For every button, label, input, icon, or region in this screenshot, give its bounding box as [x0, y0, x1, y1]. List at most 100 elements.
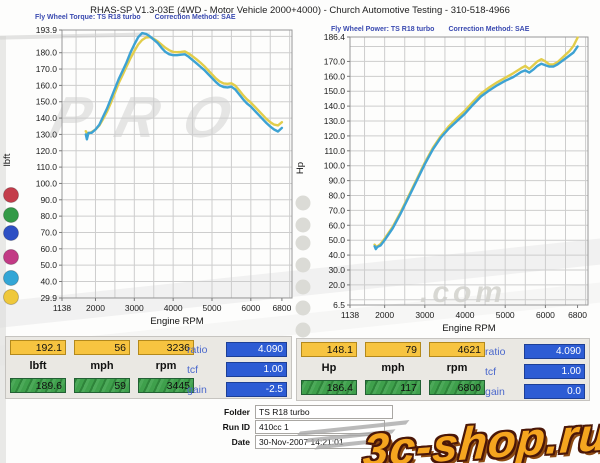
y-tick-label: 100.0 — [324, 161, 346, 171]
folder-value: TS R18 turbo — [255, 404, 393, 419]
y-tick-label: 60.0 — [328, 220, 345, 230]
y-tick-label: 40.0 — [40, 276, 57, 286]
y-tick-label: 70.0 — [328, 205, 345, 215]
current-torque-value: 189.6 — [10, 378, 66, 393]
torque-correction-label: Correction Method: SAE — [154, 14, 236, 21]
x-tick-label: 3000 — [125, 303, 144, 313]
y-tick-label: 80.0 — [40, 211, 57, 221]
torque-chart: 193.9 180.0 170.0 160.0 150.0 140.0 130.0 120.0… — [2, 25, 293, 327]
legend-dot — [3, 249, 19, 265]
date-label: Date — [231, 436, 250, 447]
legend-dot-disabled — [295, 279, 311, 295]
y-tick-label: 70.0 — [40, 227, 57, 237]
y-tick-label: 50.0 — [328, 235, 345, 245]
x-tick-label: 4000 — [456, 310, 475, 320]
series-run-1-power — [373, 45, 579, 251]
x-tick-label: 2000 — [86, 303, 105, 313]
legend-dot-disabled — [295, 300, 311, 316]
y-tick-label: 150.0 — [36, 97, 58, 107]
x-tick-label: 1138 — [341, 310, 360, 320]
series-run-2-torque — [84, 35, 284, 136]
y-tick-label: 50.0 — [40, 260, 57, 270]
y-tick-label: 90.0 — [328, 176, 345, 186]
series-run-1-torque — [84, 31, 284, 141]
gain-label: gain — [187, 383, 207, 396]
peak-torque-value: 192.1 — [10, 340, 66, 355]
y-tick-label: 140.0 — [324, 101, 346, 111]
current-mph-value: 117 — [365, 380, 421, 395]
legend-dot — [3, 225, 19, 241]
plot-border — [61, 29, 293, 299]
torque-unit-label: lbft — [29, 360, 47, 372]
legend-dot — [3, 207, 19, 223]
x-tick-label: 6800 — [568, 310, 587, 320]
torque-column: 192.1 lbft 189.6 — [10, 340, 66, 393]
rpm-unit-label: rpm — [446, 362, 468, 374]
y-tick-label: 110.0 — [36, 162, 57, 172]
run-id-label: Run ID — [222, 421, 250, 432]
folder-label: Folder — [224, 406, 250, 417]
peak-mph-value: 56 — [74, 340, 130, 355]
x-tick-label: 6800 — [272, 303, 291, 313]
gain-value: -2.5 — [226, 382, 287, 397]
rpm-column: 4621 rpm 6800 — [429, 342, 485, 395]
y-tick-label: 193.9 — [36, 25, 58, 35]
y-tick-label: 170.0 — [36, 64, 58, 74]
y-tick-label: 150.0 — [324, 86, 346, 96]
y-tick-label: 160.0 — [324, 71, 346, 81]
ratio-label: ratio — [485, 345, 506, 358]
scan-edge-left — [0, 36, 6, 463]
y-tick-label: 20.0 — [328, 280, 345, 290]
tcf-row: tcf 1.00 — [485, 364, 585, 379]
ratio-row: ratio 4.090 — [485, 344, 585, 359]
gain-value: 0.0 — [524, 384, 585, 399]
power-chart-header: Fly Wheel Power: TS R18 turbo Correction … — [331, 26, 529, 33]
x-axis-title: Engine RPM — [150, 316, 203, 327]
x-tick-label: 5000 — [203, 303, 222, 313]
x-tick-label: 1138 — [53, 303, 72, 313]
peak-mph-value: 79 — [365, 342, 421, 357]
y-axis-title: Hp — [295, 162, 306, 174]
y-tick-label: 160.0 — [36, 80, 58, 90]
grid — [350, 37, 588, 305]
current-rpm-value: 3445 — [138, 378, 194, 393]
tcf-label: tcf — [485, 365, 497, 378]
y-tick-label: 186.4 — [324, 32, 346, 42]
legend-dot-disabled — [295, 195, 311, 211]
speed-column: 56 mph 59 — [74, 340, 130, 393]
rpm-unit-label: rpm — [155, 360, 177, 372]
current-mph-value: 59 — [74, 378, 130, 393]
x-tick-label: 6000 — [241, 303, 260, 313]
y-axis-title: lbft — [2, 153, 13, 166]
y-tick-label: 110.0 — [324, 146, 345, 156]
x-tick-label: 3000 — [415, 310, 434, 320]
tcf-value: 1.00 — [226, 362, 287, 377]
current-rpm-value: 6800 — [429, 380, 485, 395]
ratio-value: 4.090 — [524, 344, 585, 359]
power-correction-label: Correction Method: SAE — [448, 26, 530, 33]
y-tick-label: 120.0 — [36, 146, 58, 156]
y-tick-label: 6.5 — [333, 300, 345, 310]
x-axis-title: Engine RPM — [442, 323, 495, 334]
peak-hp-value: 148.1 — [301, 342, 357, 357]
hp-unit-label: Hp — [321, 362, 337, 374]
folder-row: Folder TS R18 turbo — [175, 404, 393, 419]
gain-row: gain 0.0 — [485, 384, 585, 399]
y-tick-label: 80.0 — [328, 191, 345, 201]
y-tick-label: 100.0 — [36, 178, 58, 188]
speed-column: 79 mph 117 — [365, 342, 421, 395]
ratio-row: ratio 4.090 — [187, 342, 287, 357]
power-column: 148.1 Hp 186.4 — [301, 342, 357, 395]
y-tick-label: 180.0 — [36, 48, 58, 58]
legend-dot-disabled — [295, 257, 311, 273]
y-tick-label: 29.9 — [40, 293, 57, 303]
y-tick-label: 170.0 — [324, 56, 346, 66]
tcf-row: tcf 1.00 — [187, 362, 287, 377]
ratio-label: ratio — [187, 343, 208, 356]
tcf-value: 1.00 — [524, 364, 585, 379]
peak-rpm-value: 4621 — [429, 342, 485, 357]
gain-label: gain — [485, 385, 505, 398]
tcf-label: tcf — [187, 363, 199, 376]
legend-dot-disabled — [295, 322, 311, 338]
ratio-value: 4.090 — [226, 342, 287, 357]
